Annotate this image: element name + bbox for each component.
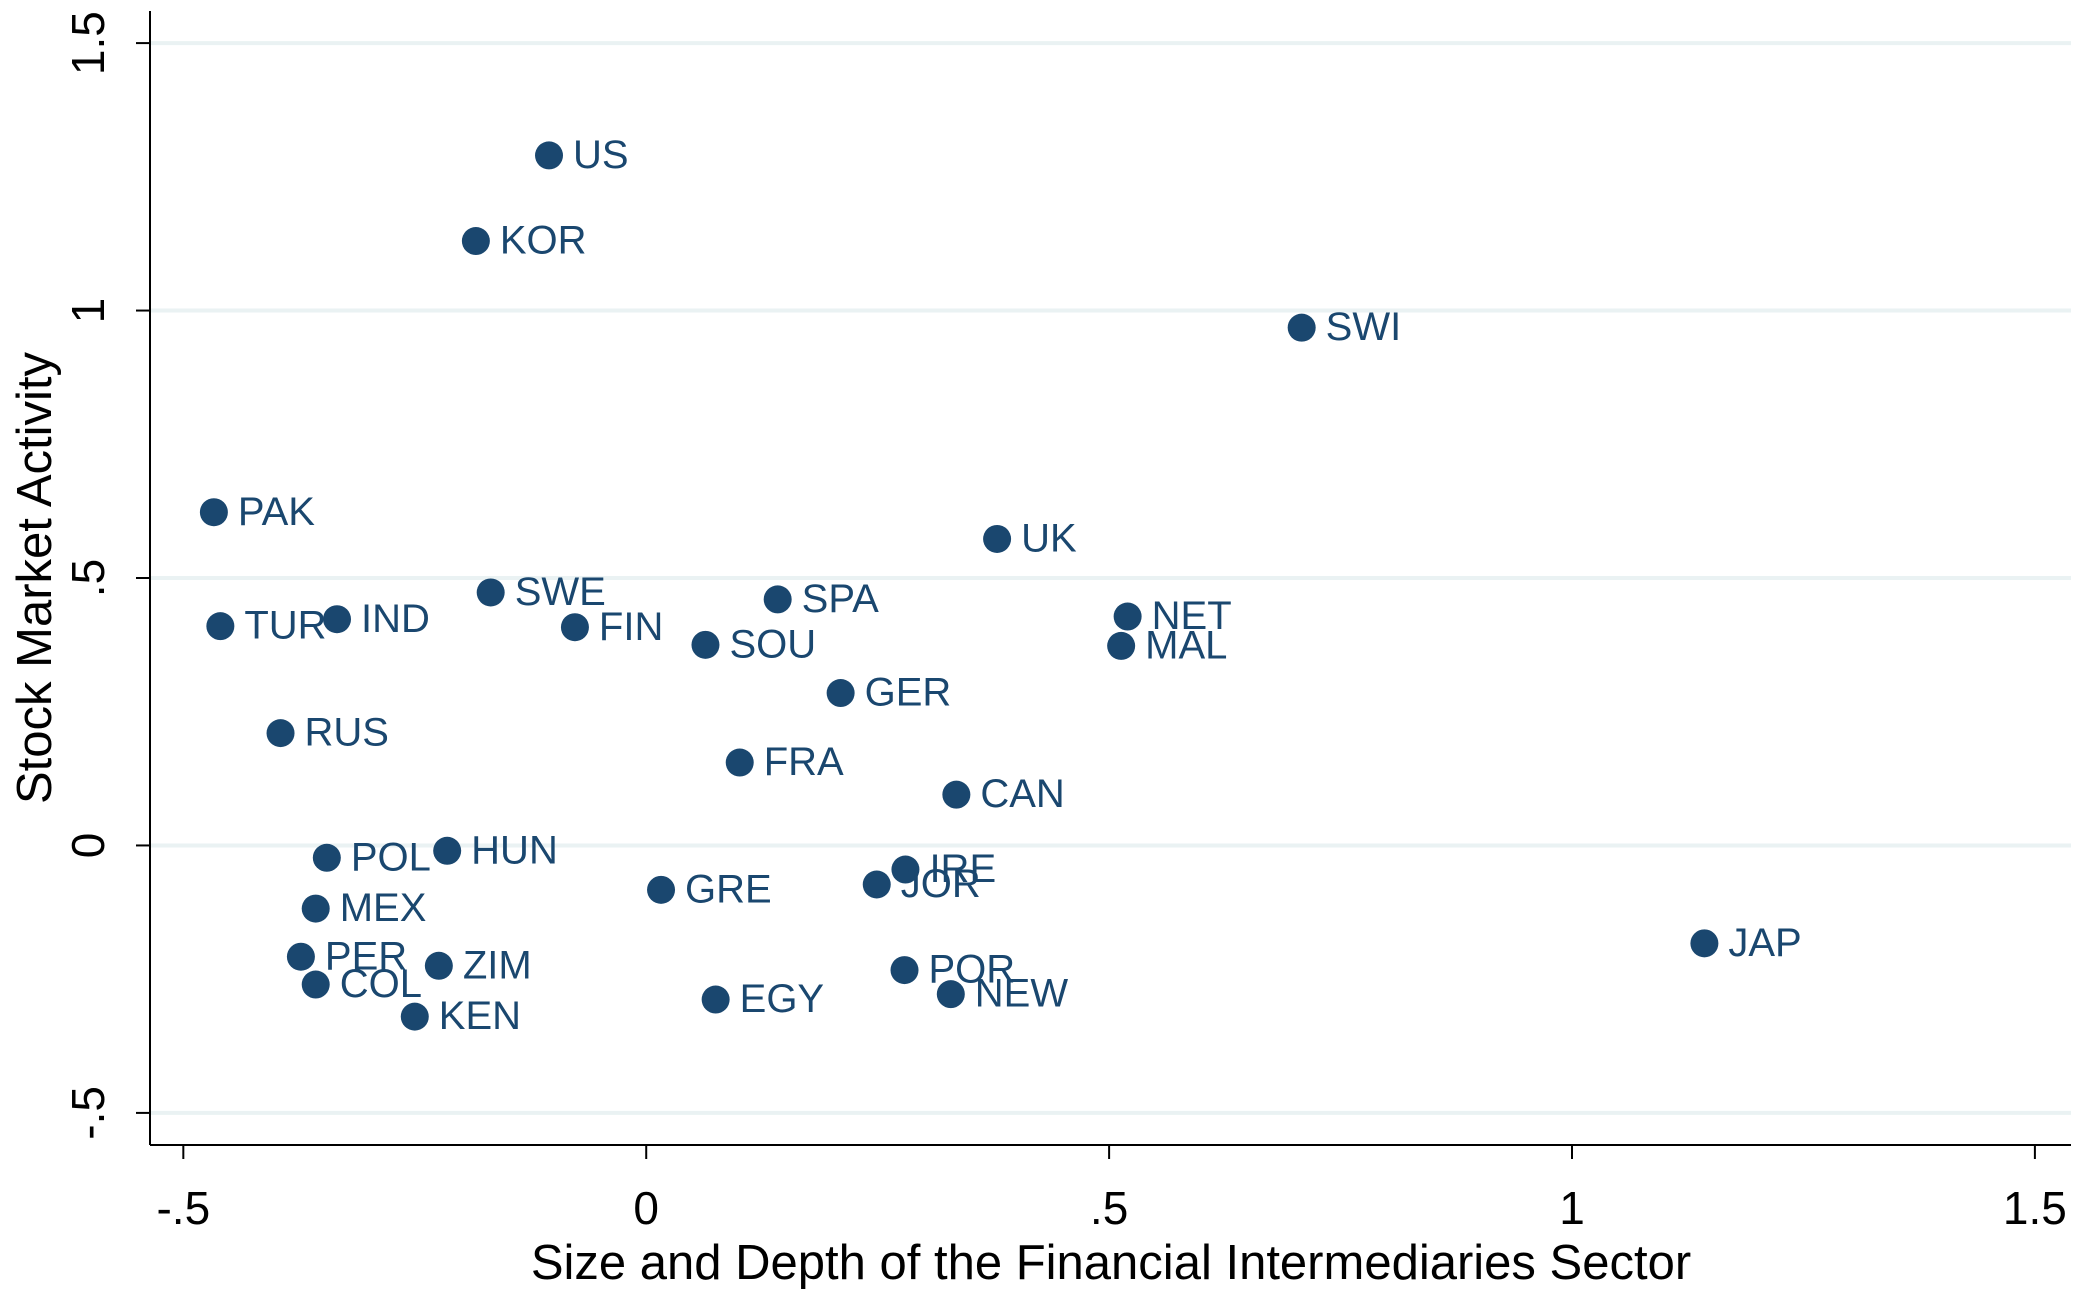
point-label: CAN	[980, 772, 1064, 816]
x-axis-title: Size and Depth of the Financial Intermed…	[531, 1236, 1691, 1290]
point-label: SPA	[802, 577, 879, 621]
point	[433, 836, 462, 865]
point	[936, 980, 965, 1009]
point	[199, 498, 228, 527]
point	[763, 585, 792, 614]
point	[701, 985, 730, 1014]
point	[647, 875, 676, 904]
x-tick-label: 1.5	[2003, 1182, 2067, 1234]
point-label: IRE	[929, 847, 996, 891]
x-tick-label: 1	[1559, 1182, 1585, 1234]
point	[1287, 313, 1316, 342]
point	[476, 578, 505, 607]
point-label: JOR	[901, 862, 981, 906]
point-label: FIN	[599, 605, 663, 649]
point	[323, 605, 352, 634]
point-label: NET	[1152, 594, 1232, 638]
y-tick-label: 1	[62, 298, 114, 324]
point	[266, 719, 295, 748]
point-label: UK	[1021, 517, 1077, 561]
point	[1107, 631, 1136, 660]
point-label: EGY	[740, 977, 824, 1021]
point	[1113, 602, 1142, 631]
x-tick-label: .5	[1090, 1182, 1128, 1234]
point-label: SWI	[1326, 305, 1402, 349]
point	[890, 956, 919, 985]
point	[891, 855, 920, 884]
point-label: POL	[351, 835, 431, 879]
point	[301, 970, 330, 999]
y-tick-label: 0	[62, 833, 114, 859]
point-label: TUR	[244, 604, 326, 648]
point-label: COL	[340, 962, 422, 1006]
point-label: JAP	[1728, 921, 1801, 965]
point-label: HUN	[471, 828, 558, 872]
point	[862, 870, 891, 899]
point	[312, 843, 341, 872]
point	[400, 1002, 429, 1031]
point	[1690, 929, 1719, 958]
point	[983, 524, 1012, 553]
point-label: ZIM	[463, 943, 532, 987]
point	[206, 612, 235, 641]
point-label: MAL	[1145, 623, 1227, 667]
point-label: IND	[361, 597, 430, 641]
x-tick-label: 0	[633, 1182, 659, 1234]
point	[691, 630, 720, 659]
point	[826, 679, 855, 708]
point-label: KOR	[500, 219, 587, 263]
y-axis-title: Stock Market Activity	[8, 352, 62, 805]
point-label: SWE	[515, 570, 606, 614]
point	[461, 227, 490, 256]
point-label: PER	[325, 934, 407, 978]
point	[560, 613, 589, 642]
point	[725, 748, 754, 777]
point-label: FRA	[764, 740, 844, 784]
y-tick-label: .5	[62, 559, 114, 597]
point-label: MEX	[340, 886, 427, 930]
point	[942, 780, 971, 809]
point-label: NEW	[975, 972, 1069, 1016]
point	[286, 942, 315, 971]
point-label: GER	[865, 671, 952, 715]
x-tick-label: -.5	[156, 1182, 210, 1234]
y-tick-label: 1.5	[62, 11, 114, 75]
point-label: SOU	[729, 622, 816, 666]
point	[301, 894, 330, 923]
point	[424, 951, 453, 980]
point-label: GRE	[685, 867, 772, 911]
point-label: RUS	[305, 711, 389, 755]
point-label: KEN	[439, 994, 521, 1038]
point	[535, 141, 564, 170]
y-tick-label: -.5	[62, 1086, 114, 1140]
point-label: PAK	[238, 490, 315, 534]
point-label: US	[573, 133, 629, 177]
